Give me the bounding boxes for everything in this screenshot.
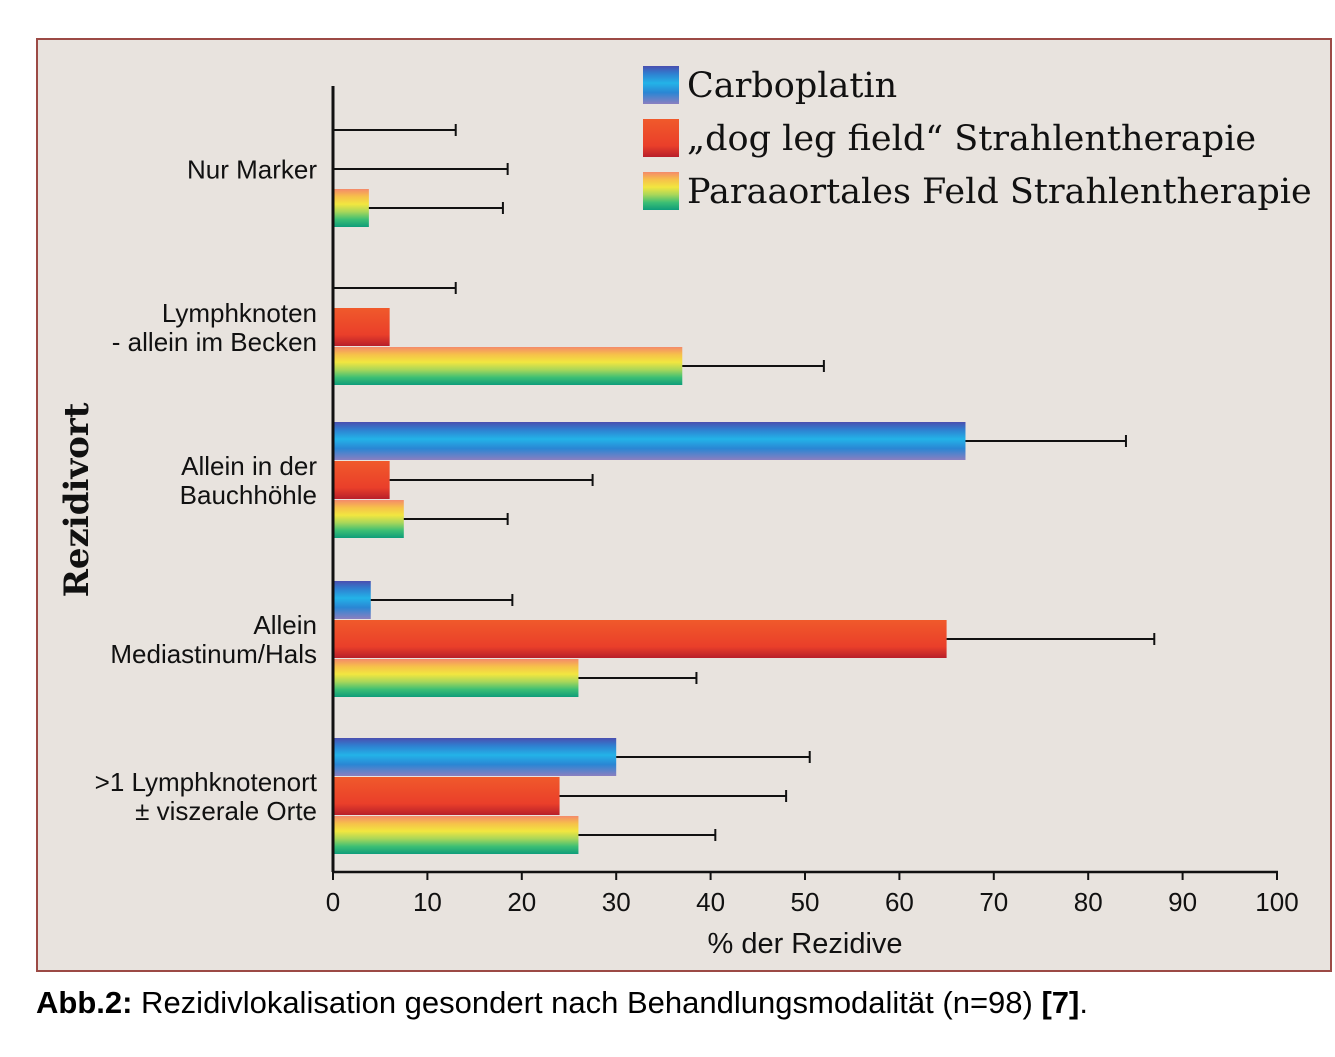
legend-label: Carboplatin — [687, 66, 897, 106]
bar — [333, 738, 617, 776]
category-label: >1 Lymphknotenort — [95, 767, 318, 797]
x-tick-label: 70 — [979, 887, 1008, 917]
legend-swatch — [643, 66, 679, 104]
y-axis-title: Rezidivort — [57, 402, 97, 597]
x-tick-label: 20 — [507, 887, 536, 917]
legend-label: „dog leg field“ Strahlentherapie — [687, 119, 1256, 159]
bar — [333, 620, 947, 658]
bar — [333, 581, 371, 619]
x-tick-label: 90 — [1168, 887, 1197, 917]
caption-text: Rezidivlokalisation gesondert nach Behan… — [132, 985, 1042, 1020]
x-tick-label: 40 — [696, 887, 725, 917]
x-tick-label: 50 — [791, 887, 820, 917]
caption-label: Abb.2: — [36, 985, 133, 1020]
x-tick-label: 80 — [1074, 887, 1103, 917]
bar — [333, 422, 966, 460]
bar — [333, 500, 404, 538]
bars-layer — [333, 124, 1156, 854]
bar — [333, 347, 683, 385]
bar — [333, 777, 560, 815]
x-tick-label: 100 — [1255, 887, 1298, 917]
caption-reference: [7] — [1041, 985, 1080, 1020]
x-axis-title: % der Rezidive — [707, 928, 902, 960]
bar-chart: Nur Marker Lymphknoten- allein im Becken A… — [57, 66, 1312, 960]
legend: Carboplatin „dog leg field“ Strahlenthera… — [643, 66, 1312, 212]
axes-layer: Nur Marker Lymphknoten- allein im Becken A… — [57, 86, 1299, 960]
category-label: ± viszerale Orte — [135, 796, 317, 826]
figure-caption: Abb.2: Rezidivlokalisation gesondert nac… — [36, 985, 1326, 1021]
category-label: Mediastinum/Hals — [110, 639, 317, 669]
caption-end: . — [1079, 985, 1088, 1020]
legend-swatch — [643, 119, 679, 157]
legend-label: Paraaortales Feld Strahlentherapie — [687, 172, 1312, 212]
x-tick-label: 0 — [326, 887, 340, 917]
chart-panel: Nur Marker Lymphknoten - allein im Becken A… — [36, 38, 1332, 972]
x-tick-label: 10 — [413, 887, 442, 917]
category-label: Nur Marker — [187, 155, 317, 185]
x-tick-label: 60 — [885, 887, 914, 917]
bar — [333, 308, 390, 346]
category-label: Allein in der — [181, 451, 317, 481]
category-label: - allein im Becken — [112, 327, 317, 357]
bar — [333, 659, 579, 697]
legend-swatch — [643, 172, 679, 210]
category-label: Lymphknoten — [162, 298, 317, 328]
bar — [333, 816, 579, 854]
category-label: Bauchhöhle — [180, 480, 317, 510]
x-tick-label: 30 — [602, 887, 631, 917]
category-label: Allein — [253, 610, 317, 640]
bar — [333, 189, 369, 227]
bar — [333, 461, 390, 499]
